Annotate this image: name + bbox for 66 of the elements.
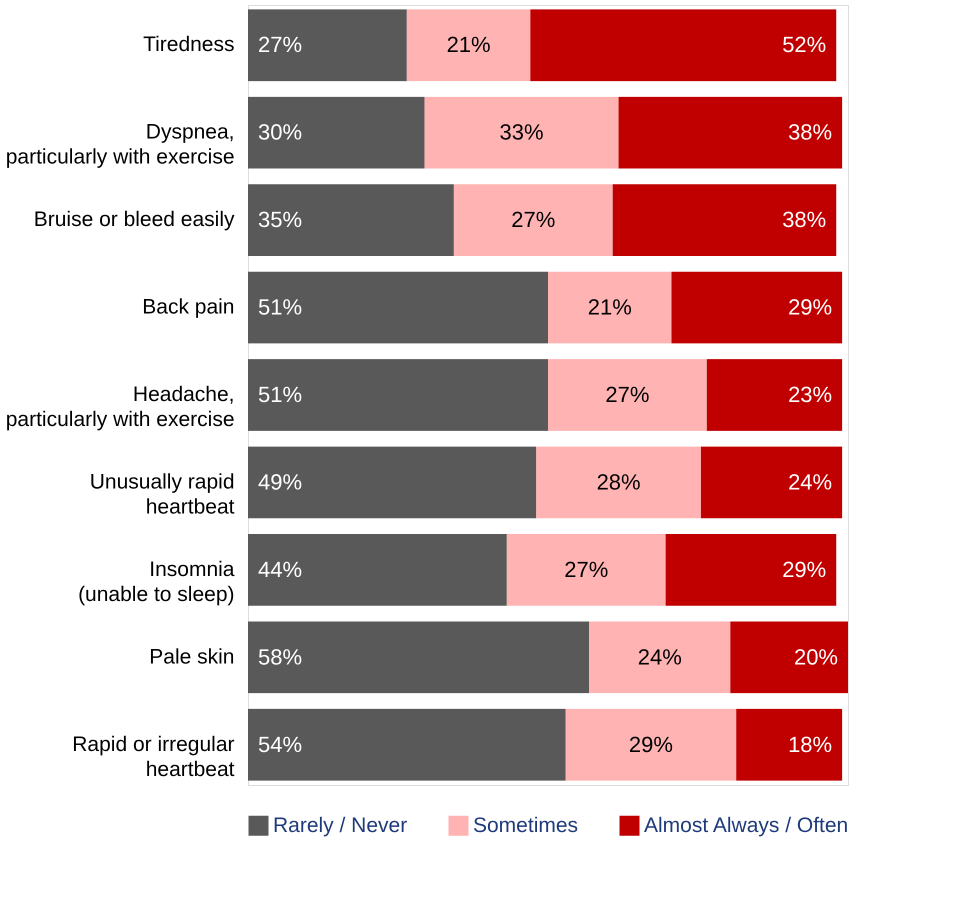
y-tick-label: Insomnia (unable to sleep) [78, 558, 235, 606]
y-tick-label: Bruise or bleed easily [34, 208, 235, 232]
data-label: 24% [788, 469, 832, 494]
data-label: 27% [605, 382, 650, 407]
bar [566, 708, 736, 781]
data-label: 58% [258, 644, 302, 670]
bar [548, 359, 707, 431]
data-label: 28% [596, 469, 641, 494]
legend-label: Rarely / Never [273, 814, 408, 837]
bar [618, 96, 842, 169]
bar [248, 621, 590, 694]
data-label: 52% [782, 32, 826, 58]
bar [248, 96, 424, 169]
y-tick-label: Rapid or irregular heartbeat [72, 732, 235, 781]
y-tick-label: Dyspnea, particularly with exercise [6, 120, 234, 169]
legend-label: Almost Always / Often [644, 814, 848, 837]
data-label: 21% [446, 32, 491, 58]
data-label: 33% [500, 120, 544, 145]
data-label: 44% [258, 556, 302, 582]
y-tick-label: Unusually rapid heartbeat [90, 470, 235, 518]
bar [454, 184, 613, 256]
bar [706, 359, 842, 431]
data-label: 23% [788, 382, 832, 407]
bar [736, 708, 842, 781]
data-label: 29% [782, 556, 826, 582]
data-label: 27% [511, 207, 556, 232]
data-label: 54% [258, 732, 302, 757]
y-tick-label: Pale skin [149, 645, 234, 668]
data-label: 20% [794, 644, 838, 670]
data-label: 51% [258, 382, 302, 407]
bar [506, 534, 666, 606]
legend-label: Sometimes [473, 814, 578, 837]
bar [700, 446, 842, 518]
bar [672, 272, 842, 344]
bar [406, 9, 530, 82]
bar [530, 9, 836, 82]
bar [730, 621, 848, 694]
bar [424, 96, 619, 169]
data-label: 24% [638, 644, 682, 670]
bar [248, 184, 454, 256]
bar [248, 534, 507, 606]
data-label: 27% [564, 556, 608, 582]
data-label: 38% [788, 120, 832, 145]
bar [248, 446, 536, 518]
data-label: 18% [788, 732, 832, 757]
y-tick-label: Tiredness [143, 33, 234, 56]
y-tick-label: Back pain [142, 296, 234, 319]
data-label: 38% [782, 207, 826, 232]
bar [248, 272, 548, 344]
y-tick-label: Headache, particularly with exercise [6, 383, 234, 431]
bar [548, 272, 672, 344]
data-label: 29% [628, 732, 673, 757]
bar [248, 708, 566, 781]
data-label: 30% [258, 120, 302, 145]
bar [666, 534, 836, 606]
data-label: 49% [258, 469, 302, 494]
data-label: 35% [258, 207, 302, 232]
bar [612, 184, 836, 256]
data-label: 51% [258, 294, 302, 320]
bar [248, 9, 407, 82]
data-label: 29% [788, 294, 832, 320]
bar [589, 621, 730, 694]
data-label: 21% [588, 294, 632, 320]
data-label: 27% [258, 32, 302, 58]
bar [248, 359, 548, 431]
bar [536, 446, 701, 518]
